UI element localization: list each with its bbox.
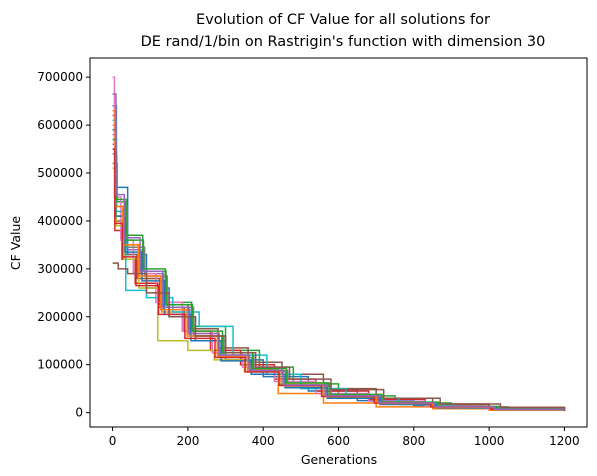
series-line-8 <box>112 153 566 411</box>
series-line-13 <box>112 138 566 410</box>
y-tick-label: 200000 <box>37 310 83 324</box>
series-line-14 <box>112 148 566 411</box>
x-axis-label: Generations <box>301 452 377 467</box>
series-line-16 <box>112 262 566 410</box>
x-tick-label: 400 <box>252 434 275 448</box>
y-tick-label: 300000 <box>37 262 83 276</box>
series-line-6 <box>112 143 566 409</box>
chart-title-line1: Evolution of CF Value for all solutions … <box>196 12 490 28</box>
series-line-4 <box>112 114 566 410</box>
series-line-15 <box>112 93 566 411</box>
series-line-12 <box>112 109 566 411</box>
y-tick-label: 500000 <box>37 166 83 180</box>
y-axis-label: CF Value <box>8 216 23 271</box>
series-line-5 <box>112 133 566 411</box>
y-tick-label: 600000 <box>37 118 83 132</box>
y-axis-ticks: 0 100000 200000 300000 400000 500000 600000 700… <box>37 70 90 420</box>
y-tick-label: 100000 <box>37 358 83 372</box>
series-line-1 <box>112 105 566 411</box>
series-line-2 <box>112 124 566 412</box>
series-line-11 <box>112 129 566 411</box>
x-tick-label: 800 <box>402 434 425 448</box>
x-tick-label: 1200 <box>549 434 580 448</box>
y-tick-label: 700000 <box>37 70 83 84</box>
y-tick-label: 0 <box>75 406 83 420</box>
series-line-7 <box>112 76 566 411</box>
plot-frame <box>89 57 588 428</box>
chart-title-line2: DE rand/1/bin on Rastrigin's function wi… <box>141 34 546 50</box>
x-tick-label: 200 <box>176 434 199 448</box>
x-tick-label: 1000 <box>474 434 505 448</box>
series-line-9 <box>112 167 566 411</box>
x-tick-label: 600 <box>327 434 350 448</box>
series-line-3 <box>112 162 566 411</box>
x-tick-label: 0 <box>109 434 117 448</box>
series-layer <box>112 76 566 412</box>
x-axis-ticks: 0 200 400 600 800 1000 1200 <box>109 427 580 448</box>
series-line-10 <box>112 119 566 411</box>
y-tick-label: 400000 <box>37 214 83 228</box>
